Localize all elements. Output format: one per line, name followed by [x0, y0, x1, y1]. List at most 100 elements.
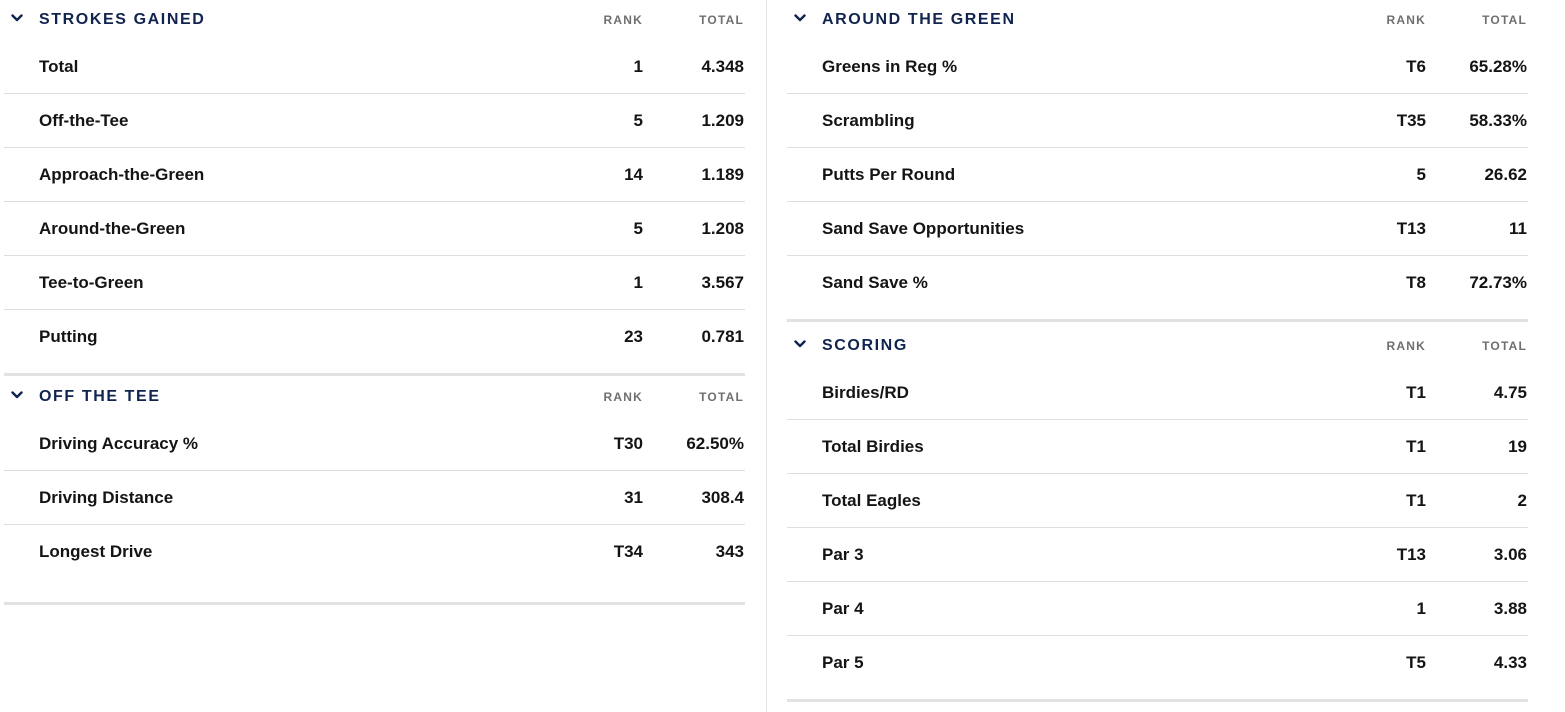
stat-total: 4.75	[1493, 383, 1527, 402]
stat-total: 58.33%	[1469, 111, 1527, 130]
stat-rank: 1	[633, 57, 643, 76]
stat-row: Par 4 1 3.88	[787, 582, 1528, 636]
section-header[interactable]: AROUND THE GREEN RANK TOTAL	[787, 0, 1528, 40]
stat-rank: 5	[633, 219, 643, 238]
rank-column-header: RANK	[603, 13, 643, 27]
stat-rank: T35	[1396, 111, 1426, 130]
section-title: STROKES GAINED	[39, 11, 206, 28]
stat-rank: T13	[1396, 545, 1426, 564]
section-header[interactable]: STROKES GAINED RANK TOTAL	[4, 0, 745, 40]
rank-column-header: RANK	[603, 390, 643, 404]
stat-total: 4.33	[1493, 653, 1527, 672]
total-column-header: TOTAL	[699, 390, 744, 404]
stat-rows: Birdies/RD T1 4.75 Total Birdies T1 19 Total E…	[787, 366, 1528, 699]
stat-label: Putting	[39, 327, 98, 346]
stat-label: Par 4	[822, 599, 864, 618]
section-scoring: SCORING RANK TOTAL Birdies/RD T1 4.75 Total…	[787, 326, 1528, 702]
chevron-down-icon[interactable]	[793, 11, 807, 25]
stat-rank: T1	[1406, 491, 1426, 510]
left-column: STROKES GAINED RANK TOTAL Total 1 4.348 Off…	[4, 0, 745, 605]
stat-row: Birdies/RD T1 4.75	[787, 366, 1528, 420]
stat-label: Par 5	[822, 653, 864, 672]
stat-label: Total Birdies	[822, 437, 924, 456]
stat-label: Longest Drive	[39, 542, 153, 561]
stat-rank: T6	[1406, 57, 1426, 76]
stat-rank: T34	[613, 542, 643, 561]
stat-rank: 5	[1416, 165, 1426, 184]
rank-column-header: RANK	[1386, 339, 1426, 353]
stat-total: 1.189	[701, 165, 744, 184]
stat-rank: 23	[624, 327, 643, 346]
stat-row: Sand Save Opportunities T13 11	[787, 202, 1528, 256]
section-strokes-gained: STROKES GAINED RANK TOTAL Total 1 4.348 Off…	[4, 0, 745, 376]
stat-rank: 14	[624, 165, 643, 184]
stat-rank: 31	[624, 488, 643, 507]
section-title: OFF THE TEE	[39, 388, 161, 405]
stat-row: Par 5 T5 4.33	[787, 636, 1528, 689]
stat-label: Tee-to-Green	[39, 273, 144, 292]
stat-rank: 1	[633, 273, 643, 292]
stat-rank: T13	[1396, 219, 1426, 238]
stat-label: Approach-the-Green	[39, 165, 205, 184]
stat-label: Birdies/RD	[822, 383, 909, 402]
stat-rows: Total 1 4.348 Off-the-Tee 5 1.209 Approach-the…	[4, 40, 745, 373]
total-column-header: TOTAL	[699, 13, 744, 27]
section-title: AROUND THE GREEN	[822, 11, 1016, 28]
stat-rank: T1	[1406, 383, 1426, 402]
stat-row: Off-the-Tee 5 1.209	[4, 94, 745, 148]
stat-label: Sand Save Opportunities	[822, 219, 1025, 238]
stat-total: 72.73%	[1469, 273, 1527, 292]
stat-total: 0.781	[701, 327, 744, 346]
stat-rank: 1	[1416, 599, 1426, 618]
stat-total: 343	[715, 542, 744, 561]
stat-rank: T30	[613, 434, 643, 453]
stat-rank: T1	[1406, 437, 1426, 456]
section-title: SCORING	[822, 337, 908, 354]
stat-label: Off-the-Tee	[39, 111, 129, 130]
section-header[interactable]: OFF THE TEE RANK TOTAL	[4, 377, 745, 417]
chevron-down-icon[interactable]	[793, 337, 807, 351]
stat-row: Approach-the-Green 14 1.189	[4, 148, 745, 202]
stat-row: Par 3 T13 3.06	[787, 528, 1528, 582]
stat-total: 19	[1508, 437, 1527, 456]
stat-total: 4.348	[701, 57, 744, 76]
stat-label: Scrambling	[822, 111, 915, 130]
chevron-down-icon[interactable]	[10, 388, 24, 402]
stat-row: Scrambling T35 58.33%	[787, 94, 1528, 148]
stat-label: Driving Accuracy %	[39, 434, 199, 453]
stat-row: Longest Drive T34 343	[4, 525, 745, 578]
stat-total: 3.88	[1493, 599, 1527, 618]
right-column: AROUND THE GREEN RANK TOTAL Greens in Re…	[787, 0, 1528, 702]
stat-row: Tee-to-Green 1 3.567	[4, 256, 745, 310]
stat-row: Greens in Reg % T6 65.28%	[787, 40, 1528, 94]
section-around-the-green: AROUND THE GREEN RANK TOTAL Greens in Re…	[787, 0, 1528, 322]
stat-row: Driving Accuracy % T30 62.50%	[4, 417, 745, 471]
stat-row: Total Birdies T1 19	[787, 420, 1528, 474]
stat-label: Around-the-Green	[39, 219, 186, 238]
section-header[interactable]: SCORING RANK TOTAL	[787, 326, 1528, 366]
chevron-down-icon[interactable]	[10, 11, 24, 25]
total-column-header: TOTAL	[1482, 339, 1527, 353]
stat-label: Greens in Reg %	[822, 57, 958, 76]
stat-rows: Driving Accuracy % T30 62.50% Driving Dista…	[4, 417, 745, 602]
stat-total: 65.28%	[1469, 57, 1527, 76]
stat-label: Sand Save %	[822, 273, 928, 292]
column-divider	[766, 0, 767, 712]
stat-total: 2	[1517, 491, 1527, 510]
stat-total: 3.06	[1493, 545, 1527, 564]
stat-row: Driving Distance 31 308.4	[4, 471, 745, 525]
stat-rank: 5	[633, 111, 643, 130]
stat-row: Total Eagles T1 2	[787, 474, 1528, 528]
stat-row: Total 1 4.348	[4, 40, 745, 94]
stat-label: Total	[39, 57, 79, 76]
stat-total: 62.50%	[686, 434, 744, 453]
stat-total: 3.567	[701, 273, 744, 292]
stat-rank: T5	[1406, 653, 1426, 672]
stat-row: Putting 23 0.781	[4, 310, 745, 363]
stat-row: Sand Save % T8 72.73%	[787, 256, 1528, 309]
stat-label: Total Eagles	[822, 491, 921, 510]
stat-label: Par 3	[822, 545, 864, 564]
stat-total: 1.209	[701, 111, 744, 130]
stat-row: Putts Per Round 5 26.62	[787, 148, 1528, 202]
stat-rank: T8	[1406, 273, 1426, 292]
